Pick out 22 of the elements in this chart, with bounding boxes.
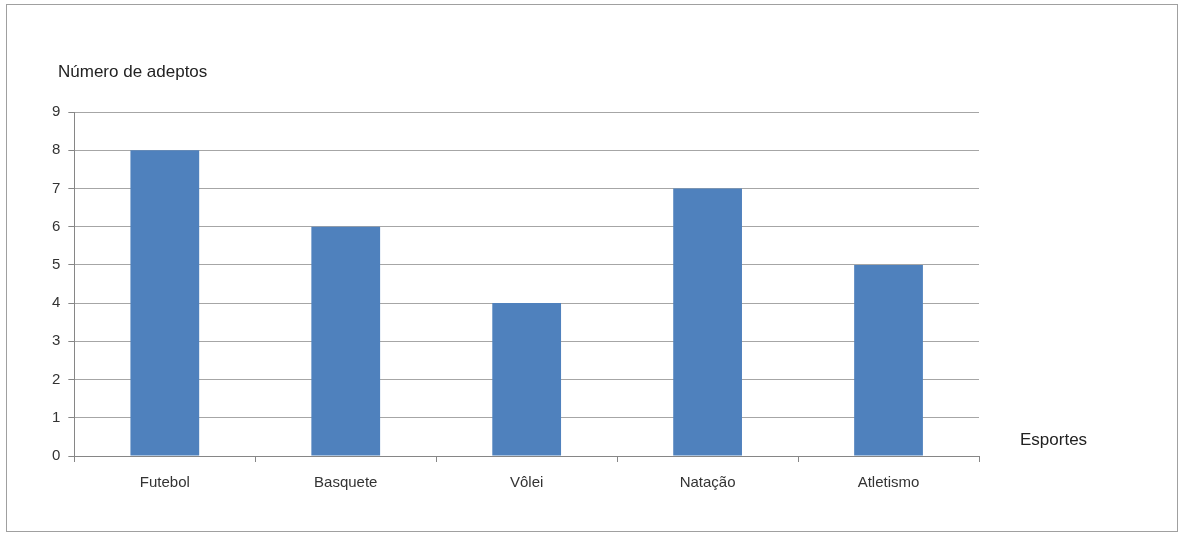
- bar: [311, 226, 381, 456]
- x-tick-label: Basquete: [314, 473, 378, 491]
- y-tick-label: 1: [52, 407, 61, 425]
- y-tick-label: 2: [52, 369, 61, 387]
- x-axis-title: Esportes: [1020, 429, 1088, 449]
- y-tick-label: 6: [52, 216, 61, 234]
- bar: [854, 264, 923, 456]
- y-tick-label: 3: [52, 331, 61, 349]
- y-tick-label: 7: [52, 178, 61, 196]
- y-tick-label: 0: [52, 446, 61, 464]
- bar: [130, 150, 200, 456]
- x-tick-label: Atletismo: [857, 473, 920, 491]
- y-tick-label: 8: [52, 140, 61, 158]
- y-tick-label: 4: [52, 293, 61, 311]
- x-tick-label: Natação: [679, 473, 736, 491]
- bar: [673, 188, 742, 456]
- y-tick-label: 9: [52, 102, 61, 120]
- x-tick-label: Vôlei: [509, 473, 544, 491]
- bar: [492, 303, 562, 456]
- x-tick-label: Futebol: [139, 473, 190, 491]
- y-axis-title: Número de adeptos: [58, 61, 208, 81]
- y-tick-label: 5: [52, 255, 61, 273]
